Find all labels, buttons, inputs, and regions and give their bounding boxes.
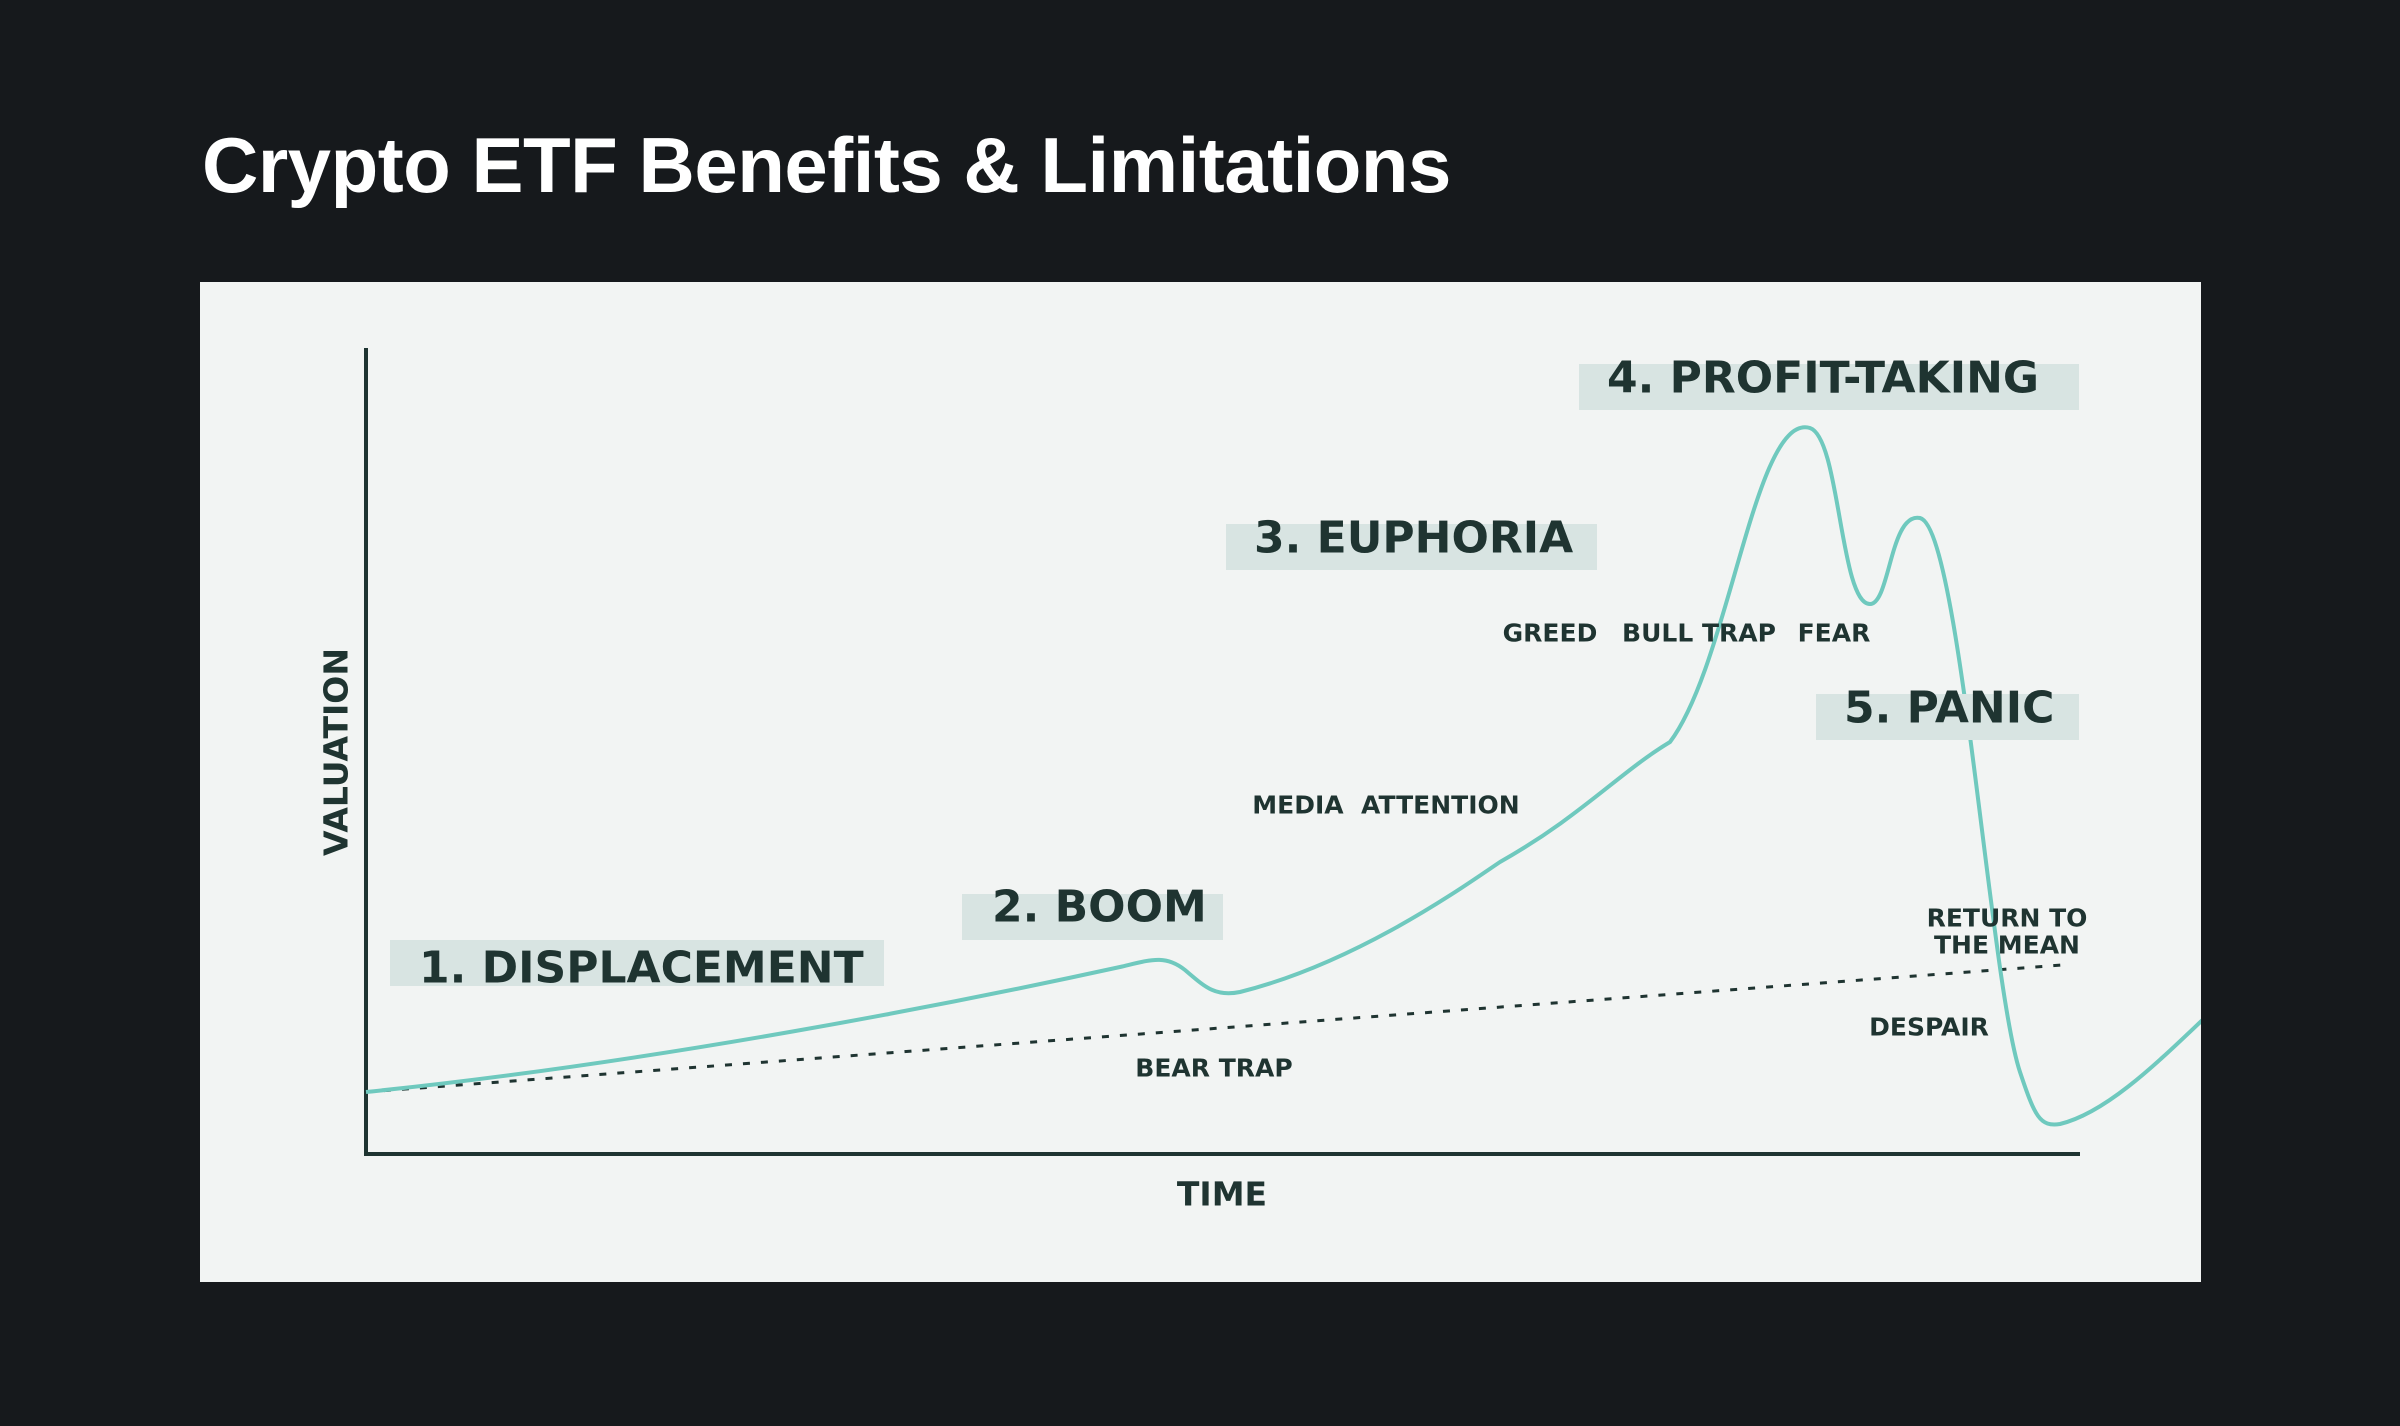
annotation-media-attention: MEDIA ATTENTION [1252, 791, 1519, 820]
phase-euphoria-label: 3. EUPHORIA [1254, 513, 1573, 564]
x-axis-label: TIME [1177, 1175, 1267, 1214]
phase-boom: 2. BOOM [962, 882, 1223, 940]
diagram-canvas: 1. DISPLACEMENT 2. BOOM 3. EUPHORIA 4. P… [317, 348, 2201, 1214]
annotation-bull-trap: BULL TRAP [1622, 619, 1776, 648]
phase-panic: 5. PANIC [1816, 683, 2079, 740]
phase-euphoria: 3. EUPHORIA [1226, 513, 1597, 570]
page-title: Crypto ETF Benefits & Limitations [202, 121, 1451, 209]
annotation-bear-trap: BEAR TRAP [1135, 1054, 1292, 1083]
annotation-return-to-mean-line2: THE MEAN [1934, 931, 2080, 960]
phase-panic-label: 5. PANIC [1844, 683, 2054, 734]
phase-profit-taking: 4. PROFIT-TAKING [1579, 353, 2079, 410]
annotation-greed: GREED [1503, 619, 1598, 648]
annotation-despair: DESPAIR [1869, 1013, 1989, 1042]
annotation-fear: FEAR [1798, 619, 1871, 648]
phase-displacement-label: 1. DISPLACEMENT [419, 943, 864, 994]
valuation-curve [365, 425, 2201, 1127]
mean-trend-line [365, 963, 2063, 1094]
phase-displacement: 1. DISPLACEMENT [390, 940, 884, 994]
phase-profit-taking-label: 4. PROFIT-TAKING [1607, 353, 2039, 404]
phase-boom-label: 2. BOOM [992, 882, 1207, 933]
y-axis-label: VALUATION [317, 648, 356, 856]
bubble-cycle-diagram: 1. DISPLACEMENT 2. BOOM 3. EUPHORIA 4. P… [200, 282, 2201, 1282]
annotation-return-to-mean-line1: RETURN TO [1927, 904, 2088, 933]
